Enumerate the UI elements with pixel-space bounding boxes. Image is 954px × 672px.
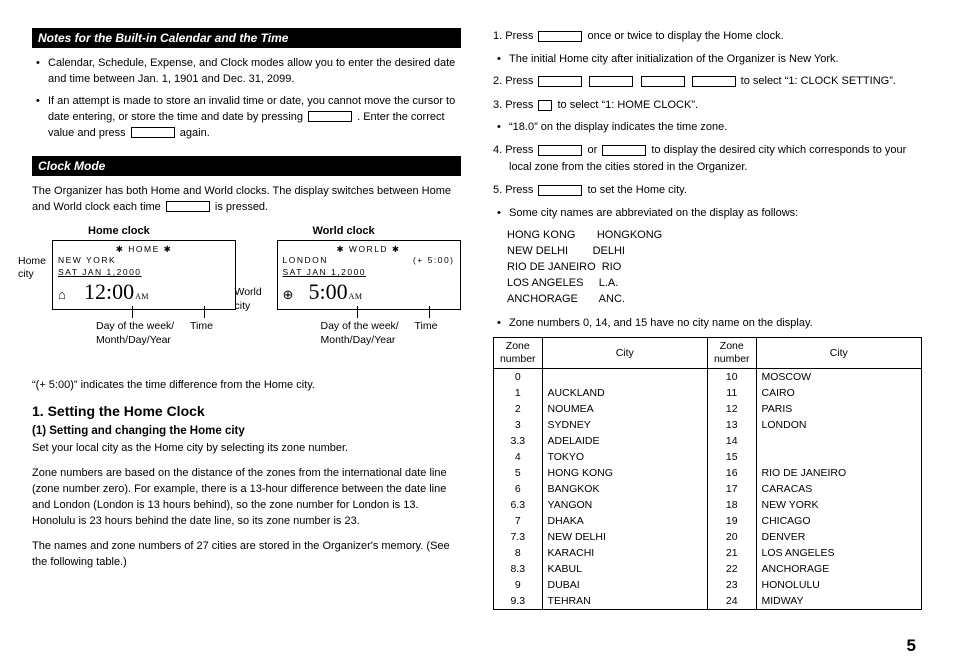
step-item: 4. Press or to display the desired city … xyxy=(493,142,922,175)
diff-note: “(+ 5:00)” indicates the time difference… xyxy=(32,378,461,394)
key-icon xyxy=(589,76,633,87)
note-item: If an attempt is made to store an invali… xyxy=(36,94,461,142)
table-row: 9.3TEHRAN24MIDWAY xyxy=(494,593,922,610)
steps-list: 1. Press once or twice to display the Ho… xyxy=(493,28,922,45)
time-label: Time xyxy=(190,320,213,334)
zone-header: Zone number xyxy=(707,338,756,368)
bullet-item: The initial Home city after initializati… xyxy=(497,52,922,68)
bullet-item: Zone numbers 0, 14, and 15 have no city … xyxy=(497,316,922,332)
clockmode-heading: Clock Mode xyxy=(32,156,461,176)
bullet-item: Some city names are abbreviated on the d… xyxy=(497,206,922,222)
table-row: 3.3ADELAIDE14 xyxy=(494,433,922,449)
table-row: 9DUBAI23HONOLULU xyxy=(494,577,922,593)
city-header: City xyxy=(756,338,921,368)
world-city-label: World city xyxy=(235,286,262,313)
home-clock-title: Home clock xyxy=(32,225,237,237)
step-item: 1. Press once or twice to display the Ho… xyxy=(493,28,922,45)
key-icon xyxy=(131,127,175,138)
notes-list: Calendar, Schedule, Expense, and Clock m… xyxy=(32,56,461,142)
step-item: 2. Press to select “1: CLOCK SETTING”. xyxy=(493,73,922,90)
key-icon xyxy=(166,201,210,212)
table-row: 6.3YANGON18NEW YORK xyxy=(494,497,922,513)
home-lcd: ✱ HOME ✱ NEW YORK SAT JAN 1,2000 ⌂12:00A… xyxy=(52,240,236,310)
paragraph: Set your local city as the Home city by … xyxy=(32,441,461,457)
world-lcd: ✱ WORLD ✱ LONDON(+ 5:00) SAT JAN 1,2000 … xyxy=(277,240,461,310)
note-item: Calendar, Schedule, Expense, and Clock m… xyxy=(36,56,461,88)
home-city-label: Home city xyxy=(18,255,46,282)
key-icon xyxy=(692,76,736,87)
dow-label: Day of the week/ Month/Day/Year xyxy=(321,320,399,347)
table-row: 7.3NEW DELHI20DENVER xyxy=(494,529,922,545)
key-icon xyxy=(538,145,582,156)
table-row: 5HONG KONG16RIO DE JANEIRO xyxy=(494,465,922,481)
right-column: 1. Press once or twice to display the Ho… xyxy=(493,28,922,610)
world-clock-block: World clock ✱ WORLD ✱ LONDON(+ 5:00) SAT… xyxy=(257,225,462,356)
table-row: 010MOSCOW xyxy=(494,368,922,385)
step-item: 5. Press to set the Home city. xyxy=(493,182,922,199)
paragraph: Zone numbers are based on the distance o… xyxy=(32,466,461,530)
key-icon xyxy=(538,76,582,87)
table-row: 7DHAKA19CHICAGO xyxy=(494,513,922,529)
table-row: 8.3KABUL22ANCHORAGE xyxy=(494,561,922,577)
time-label: Time xyxy=(415,320,438,334)
bullet-item: “18.0” on the display indicates the time… xyxy=(497,120,922,136)
table-row: 1AUCKLAND11CAIRO xyxy=(494,385,922,401)
table-row: 2NOUMEA12PARIS xyxy=(494,401,922,417)
page-number: 5 xyxy=(907,636,916,656)
subsection-heading: (1) Setting and changing the Home city xyxy=(32,425,461,437)
home-icon: ⌂ xyxy=(58,286,72,300)
key-icon xyxy=(538,185,582,196)
table-row: 6BANGKOK17CARACAS xyxy=(494,481,922,497)
table-row: 4TOKYO15 xyxy=(494,449,922,465)
clock-row: Home city Home clock ✱ HOME ✱ NEW YORK S… xyxy=(32,225,461,356)
paragraph: The names and zone numbers of 27 cities … xyxy=(32,539,461,571)
zone-table: Zone number City Zone number City 010MOS… xyxy=(493,337,922,609)
key-icon xyxy=(602,145,646,156)
home-clock-block: Home city Home clock ✱ HOME ✱ NEW YORK S… xyxy=(32,225,237,356)
section-heading: 1. Setting the Home Clock xyxy=(32,403,461,419)
key-icon xyxy=(538,100,552,111)
clockmode-intro: The Organizer has both Home and World cl… xyxy=(32,184,461,216)
table-row: 3SYDNEY13LONDON xyxy=(494,417,922,433)
city-abbr-list: HONG KONG HONGKONG NEW DELHI DELHI RIO D… xyxy=(493,228,922,308)
globe-icon: ⊕ xyxy=(283,286,297,300)
dow-label: Day of the week/ Month/Day/Year xyxy=(96,320,174,347)
key-icon xyxy=(538,31,582,42)
key-icon xyxy=(641,76,685,87)
city-header: City xyxy=(542,338,707,368)
step-item: 3. Press to select “1: HOME CLOCK”. xyxy=(493,97,922,114)
table-row: 8KARACHI21LOS ANGELES xyxy=(494,545,922,561)
left-column: Notes for the Built-in Calendar and the … xyxy=(32,28,461,610)
zone-header: Zone number xyxy=(494,338,543,368)
world-clock-title: World clock xyxy=(257,225,462,237)
key-icon xyxy=(308,111,352,122)
notes-heading: Notes for the Built-in Calendar and the … xyxy=(32,28,461,48)
